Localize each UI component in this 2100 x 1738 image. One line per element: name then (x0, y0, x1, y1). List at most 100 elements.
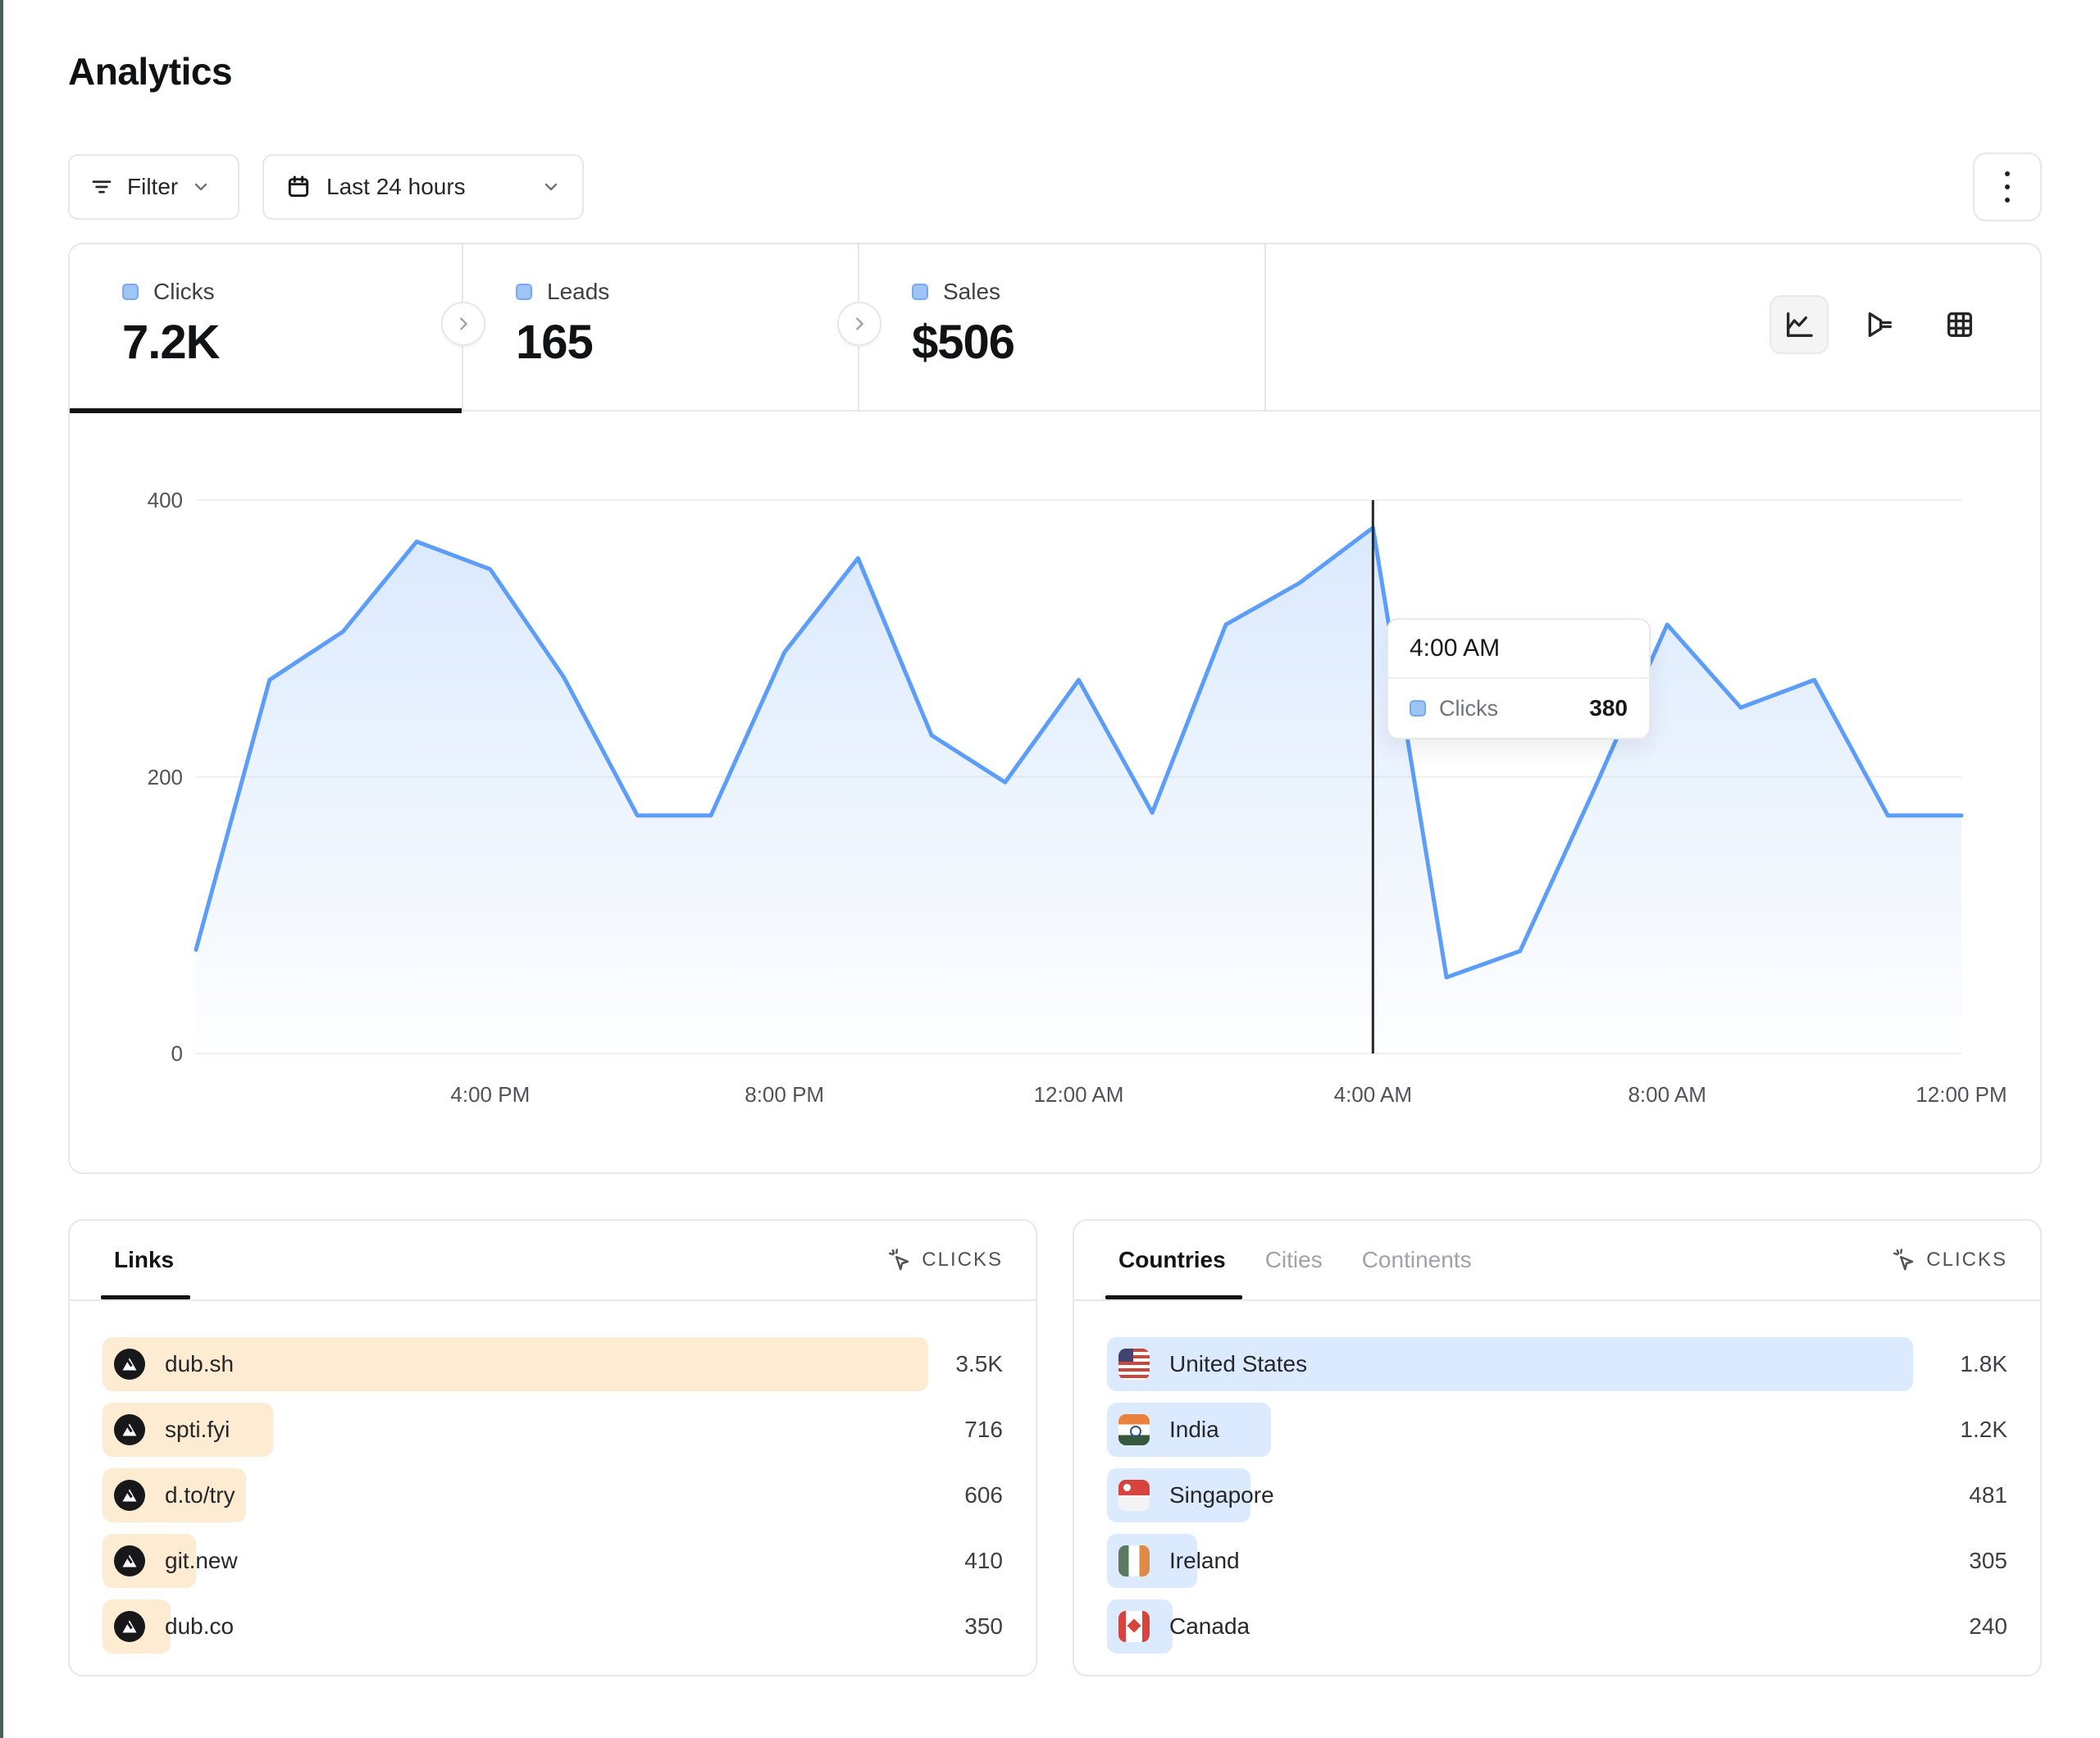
value-bar (1107, 1337, 1913, 1391)
tab-links[interactable]: Links (100, 1221, 191, 1299)
link-favicon (114, 1349, 145, 1380)
metric-tabs-row: Clicks 7.2K Leads 165 Sales $506 (70, 244, 2040, 413)
list-item[interactable]: United States 1.8K (1107, 1337, 2007, 1391)
in-flag-icon (1118, 1414, 1150, 1445)
tab-label: Countries (1118, 1247, 1226, 1272)
sg-flag-icon (1118, 1480, 1150, 1511)
row-value: 240 (1969, 1613, 2007, 1639)
funnel-icon (1868, 312, 1892, 337)
leads-series-chip (516, 284, 532, 300)
more-options-button[interactable] (1973, 152, 2042, 221)
row-value: 606 (964, 1482, 1003, 1508)
value-bar (102, 1337, 928, 1391)
row-value: 481 (1969, 1482, 2007, 1508)
chart-tooltip: 4:00 AM Clicks 380 (1387, 618, 1651, 739)
chart-line (194, 525, 1964, 980)
chevron-right-icon (460, 317, 467, 330)
row-value: 1.2K (1960, 1417, 2007, 1442)
link-favicon (114, 1611, 145, 1642)
line-chart-view-button[interactable] (1770, 295, 1829, 354)
links-metric-selector[interactable]: CLICKS (887, 1248, 1003, 1272)
row-label: dub.sh (165, 1351, 235, 1376)
row-value: 1.8K (1960, 1351, 2007, 1376)
tooltip-series-label: Clicks (1439, 695, 1498, 721)
chevron-down-icon (541, 177, 561, 197)
countries-list: United States 1.8K India 1.2K Singapore 481 Ir… (1107, 1337, 2007, 1654)
dub-logo-icon (114, 1611, 145, 1642)
row-label: d.to/try (165, 1482, 235, 1508)
y-axis-label: 200 (147, 764, 183, 789)
expand-leads-button[interactable] (837, 302, 881, 346)
table-view-button[interactable] (1930, 295, 1989, 354)
row-label: Canada (1169, 1613, 1250, 1639)
chart-area-fill (196, 527, 1961, 1053)
list-item[interactable]: Singapore 481 (1107, 1468, 2007, 1522)
clicks-series-chip (122, 284, 139, 300)
x-axis-label: 8:00 AM (1628, 1082, 1706, 1107)
metric-label: Clicks (153, 279, 215, 304)
tab-continents[interactable]: Continents (1362, 1221, 1472, 1299)
list-item[interactable]: dub.sh 3.5K (102, 1337, 1003, 1391)
ca-flag-icon (1118, 1611, 1150, 1642)
expand-clicks-button[interactable] (441, 302, 485, 346)
sales-series-chip (912, 284, 928, 300)
row-label: United States (1169, 1351, 1308, 1376)
metric-value: $506 (912, 316, 1015, 369)
list-item[interactable]: git.new 410 (102, 1534, 1003, 1588)
list-item[interactable]: d.to/try 606 (102, 1468, 1003, 1522)
links-panel: Links CLICKS dub.sh 3.5K spti.fyi 716 d.to… (68, 1219, 1037, 1677)
date-range-button[interactable]: Last 24 hours (262, 154, 584, 220)
filter-icon (89, 175, 114, 199)
row-value: 305 (1969, 1548, 2007, 1573)
tab-clicks[interactable]: Clicks 7.2K (70, 244, 463, 413)
list-item[interactable]: dub.co 350 (102, 1599, 1003, 1654)
link-favicon (114, 1480, 145, 1511)
tooltip-value: 380 (1589, 695, 1628, 721)
page-title: Analytics (68, 50, 233, 93)
tooltip-time: 4:00 AM (1388, 620, 1649, 679)
metric-selector-label: CLICKS (922, 1249, 1003, 1271)
list-item[interactable]: India 1.2K (1107, 1403, 2007, 1457)
countries-metric-selector[interactable]: CLICKS (1892, 1248, 2007, 1272)
ie-flag-icon (1118, 1545, 1150, 1576)
links-list: dub.sh 3.5K spti.fyi 716 d.to/try 606 git.n… (102, 1337, 1003, 1654)
list-item[interactable]: Canada 240 (1107, 1599, 2007, 1654)
chevron-right-icon (856, 317, 863, 330)
cursor-click-icon (889, 1249, 909, 1271)
link-favicon (114, 1414, 145, 1445)
funnel-chart-view-button[interactable] (1850, 295, 1909, 354)
x-axis-label: 12:00 PM (1916, 1082, 2007, 1107)
row-label: git.new (165, 1548, 238, 1573)
analytics-chart-card: Clicks 7.2K Leads 165 Sales $506 (68, 243, 2042, 1174)
clicks-series-chip (1410, 700, 1426, 717)
x-axis-label: 12:00 AM (1033, 1082, 1124, 1107)
row-label: India (1169, 1417, 1219, 1442)
tab-cities[interactable]: Cities (1265, 1221, 1323, 1299)
countries-panel: Countries Cities Continents CLICKS Unite… (1073, 1219, 2042, 1677)
list-item[interactable]: spti.fyi 716 (102, 1403, 1003, 1457)
row-label: Ireland (1169, 1548, 1240, 1573)
chart-type-switcher (1770, 295, 1989, 354)
tab-leads[interactable]: Leads 165 (463, 244, 859, 412)
dub-logo-icon (114, 1545, 145, 1576)
tab-sales[interactable]: Sales $506 (859, 244, 1266, 412)
window-edge-strip (0, 0, 3, 1738)
x-axis-label: 8:00 PM (745, 1082, 825, 1107)
x-axis-label: 4:00 AM (1333, 1082, 1413, 1107)
row-label: spti.fyi (165, 1417, 230, 1442)
tab-countries[interactable]: Countries (1105, 1221, 1242, 1299)
metric-label: Sales (943, 279, 1001, 304)
list-item[interactable]: Ireland 305 (1107, 1534, 2007, 1588)
filter-button[interactable]: Filter (68, 154, 239, 220)
x-axis-label: 4:00 PM (450, 1082, 531, 1107)
tab-label: Cities (1264, 1247, 1323, 1272)
metric-value: 7.2K (122, 316, 221, 369)
dub-logo-icon (114, 1414, 145, 1445)
line-chart-icon (1787, 312, 1813, 337)
kebab-menu-icon (2005, 171, 2010, 202)
y-axis-label: 0 (171, 1041, 183, 1066)
row-value: 716 (964, 1417, 1003, 1442)
metric-value: 165 (516, 316, 594, 369)
y-axis-label: 400 (147, 488, 183, 512)
tab-label: Continents (1361, 1247, 1472, 1272)
